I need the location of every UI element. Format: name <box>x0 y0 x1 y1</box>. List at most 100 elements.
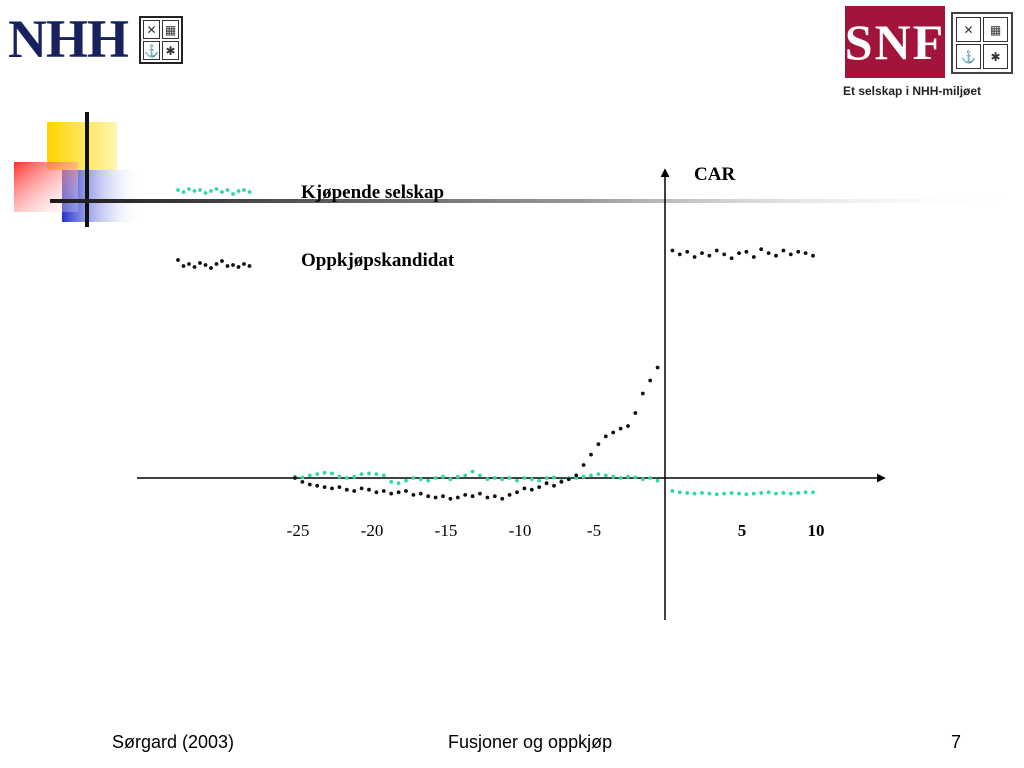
data-point <box>470 469 475 474</box>
crest-grid-icon: ▦ <box>983 17 1008 42</box>
data-point <box>396 481 401 486</box>
legend-marker <box>176 258 180 262</box>
data-point <box>344 476 349 480</box>
legend-marker <box>247 264 252 268</box>
data-point <box>811 253 815 258</box>
crest-grid-icon: ▦ <box>162 20 179 39</box>
data-point <box>751 491 756 496</box>
data-point <box>626 424 630 428</box>
data-point <box>307 482 312 487</box>
data-point <box>648 378 653 383</box>
data-point <box>529 477 534 482</box>
data-point <box>522 476 527 480</box>
data-point <box>507 476 512 480</box>
data-point <box>515 478 519 483</box>
snf-crest-icon: ✕ ▦ ⚓ ✱ <box>951 12 1013 74</box>
data-point <box>522 486 527 491</box>
data-point <box>344 487 349 492</box>
data-point <box>618 476 623 480</box>
nhh-crest-icon: ✕ ▦ ⚓ ✱ <box>139 16 183 64</box>
chart-legend: Kjøpende selskap Oppkjøpskandidat <box>176 182 455 271</box>
data-point <box>544 476 549 480</box>
data-point <box>774 491 778 496</box>
data-point <box>685 491 690 495</box>
crest-anchor-icon: ⚓ <box>143 41 160 60</box>
footer-author: Sørgard (2003) <box>112 732 235 752</box>
data-point <box>307 473 312 478</box>
data-point <box>441 494 445 499</box>
data-point <box>448 496 453 501</box>
data-point <box>603 473 608 478</box>
legend-item: Kjøpende selskap <box>176 182 444 203</box>
data-point <box>293 476 297 480</box>
data-point <box>396 490 401 495</box>
data-point <box>367 487 371 492</box>
nhh-logo-text: NHH <box>8 9 129 69</box>
data-point <box>722 252 727 257</box>
legend-marker <box>231 192 235 196</box>
series-acquirer <box>293 469 815 497</box>
data-point <box>330 471 334 476</box>
data-point <box>700 491 704 495</box>
data-point <box>670 489 675 493</box>
data-point <box>470 494 475 499</box>
data-point <box>433 476 438 480</box>
x-tick-label: -20 <box>361 521 384 540</box>
data-point <box>744 249 749 254</box>
data-point <box>574 476 579 480</box>
data-point <box>411 476 416 480</box>
data-point <box>389 480 394 484</box>
data-point <box>781 248 786 253</box>
legend-label: Oppkjøpskandidat <box>301 250 455 271</box>
data-point <box>670 248 675 253</box>
data-point <box>433 495 438 500</box>
data-point <box>492 494 497 499</box>
data-point <box>566 477 571 482</box>
legend-marker <box>225 188 230 192</box>
data-point <box>485 495 490 500</box>
legend-marker <box>214 187 219 191</box>
data-point <box>655 365 660 370</box>
legend-marker <box>192 265 197 269</box>
legend-marker <box>220 190 224 194</box>
legend-marker <box>203 263 208 267</box>
x-tick-label: -5 <box>587 521 601 540</box>
data-point <box>796 249 801 254</box>
data-point <box>352 474 357 479</box>
data-point <box>559 480 564 484</box>
data-point <box>315 483 320 488</box>
data-point <box>581 474 586 479</box>
x-tick-label: -25 <box>287 521 310 540</box>
data-point <box>330 486 334 491</box>
data-point <box>692 491 697 496</box>
data-point <box>448 477 453 482</box>
data-point <box>381 473 386 478</box>
data-point <box>492 476 497 480</box>
data-point <box>581 463 586 467</box>
data-point <box>707 491 712 496</box>
legend-marker <box>242 262 246 266</box>
crest-cross-icon: ✕ <box>143 20 160 39</box>
data-point <box>611 430 616 435</box>
snf-logo: SNF ✕ ▦ ⚓ ✱ Et selskap i NHH-miljøet <box>843 6 1015 102</box>
data-point <box>803 251 808 256</box>
legend-item: Oppkjøpskandidat <box>176 250 455 271</box>
x-tick-label: -15 <box>435 521 458 540</box>
y-axis-label: CAR <box>694 164 735 185</box>
data-point <box>603 434 608 439</box>
x-tick-label: -10 <box>509 521 532 540</box>
data-point <box>648 476 653 480</box>
data-point <box>677 490 682 495</box>
legend-marker <box>176 188 180 192</box>
legend-marker <box>181 190 186 194</box>
crest-cross-icon: ✕ <box>956 17 981 42</box>
data-point <box>515 490 519 495</box>
legend-marker <box>198 261 202 265</box>
data-point <box>411 493 416 497</box>
data-point <box>359 472 364 476</box>
data-point <box>389 491 394 496</box>
legend-marker <box>203 191 208 195</box>
data-point <box>352 489 357 493</box>
data-point <box>300 475 305 480</box>
